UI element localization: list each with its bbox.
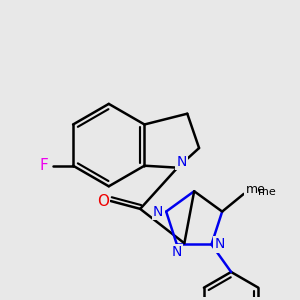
Text: N: N [153, 205, 164, 219]
Text: N: N [172, 245, 182, 259]
Text: F: F [39, 158, 48, 173]
Text: me: me [257, 187, 275, 197]
Text: me: me [246, 184, 266, 196]
Text: N: N [214, 238, 224, 251]
Text: N: N [176, 155, 187, 169]
Text: O: O [97, 194, 109, 208]
